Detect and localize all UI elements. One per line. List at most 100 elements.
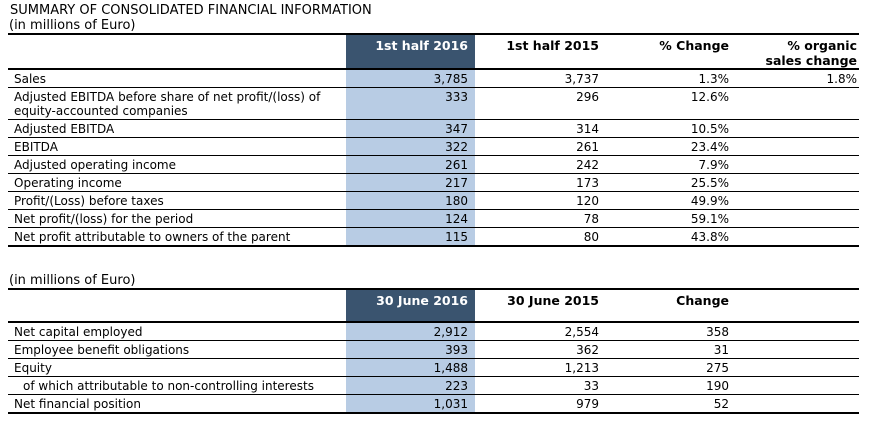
income-statement-table: 1st half 2016 1st half 2015% Change% orga… [8, 33, 859, 247]
column-header: % organic sales change [731, 34, 859, 70]
row-label: Net profit attributable to owners of the… [8, 227, 346, 247]
cell-value: 25.5% [601, 173, 731, 192]
cell-value: 80 [475, 227, 601, 247]
cell-value: 979 [475, 394, 601, 414]
cell-value: 1,488 [346, 358, 475, 377]
page-title: SUMMARY OF CONSOLIDATED FINANCIAL INFORM… [10, 3, 372, 18]
cell-value: 115 [346, 227, 475, 247]
column-header [8, 289, 346, 323]
cell-value [731, 119, 859, 138]
cell-value [731, 137, 859, 156]
cell-value: 1,031 [346, 394, 475, 414]
table-row: Profit/(Loss) before taxes 180 120 49.9% [8, 191, 859, 210]
table-row: Adjusted EBITDA before share of net prof… [8, 87, 859, 120]
cell-value: 2,554 [475, 322, 601, 341]
header-row: 30 June 2016 30 June 2015 Change [8, 289, 859, 323]
table-row: Adjusted operating income 261 242 7.9% [8, 155, 859, 174]
cell-value: 190 [601, 376, 731, 395]
column-header: 1st half 2016 [346, 34, 475, 70]
table-row: Sales 3,785 3,737 1.3% 1.8% [8, 69, 859, 88]
cell-value: 33 [475, 376, 601, 395]
cell-value [731, 191, 859, 210]
cell-value [731, 340, 859, 359]
row-label: Net profit/(loss) for the period [8, 209, 346, 228]
cell-value [731, 87, 859, 120]
cell-value: 120 [475, 191, 601, 210]
cell-value: 12.6% [601, 87, 731, 120]
balance-sheet-section: (in millions of Euro) 30 June 2016 30 Jun… [0, 273, 876, 414]
column-header [731, 289, 859, 323]
cell-value: 10.5% [601, 119, 731, 138]
cell-value: 217 [346, 173, 475, 192]
row-label: Net capital employed [8, 322, 346, 341]
cell-value: 1,213 [475, 358, 601, 377]
cell-value: 322 [346, 137, 475, 156]
cell-value [731, 227, 859, 247]
table-row: Net financial position 1,031 979 52 [8, 394, 859, 414]
cell-value: 49.9% [601, 191, 731, 210]
cell-value: 261 [475, 137, 601, 156]
column-header: 1st half 2015 [475, 34, 601, 70]
row-label: Adjusted operating income [8, 155, 346, 174]
cell-value: 173 [475, 173, 601, 192]
cell-value: 333 [346, 87, 475, 120]
row-label: EBITDA [8, 137, 346, 156]
row-label: Adjusted EBITDA before share of net prof… [8, 87, 346, 120]
row-label: Employee benefit obligations [8, 340, 346, 359]
balance-sheet-table: 30 June 2016 30 June 2015 Change Net capita… [8, 288, 859, 414]
column-header [8, 34, 346, 70]
cell-value: 1.3% [601, 69, 731, 88]
cell-value: 261 [346, 155, 475, 174]
table-row: Net profit attributable to owners of the… [8, 227, 859, 247]
cell-value [731, 394, 859, 414]
row-label: Equity [8, 358, 346, 377]
row-label: Profit/(Loss) before taxes [8, 191, 346, 210]
cell-value: 59.1% [601, 209, 731, 228]
cell-value: 1.8% [731, 69, 859, 88]
cell-value: 23.4% [601, 137, 731, 156]
row-label: Operating income [8, 173, 346, 192]
cell-value: 358 [601, 322, 731, 341]
cell-value: 52 [601, 394, 731, 414]
cell-value: 314 [475, 119, 601, 138]
cell-value [731, 376, 859, 395]
cell-value: 124 [346, 209, 475, 228]
cell-value [731, 155, 859, 174]
cell-value [731, 358, 859, 377]
cell-value [731, 173, 859, 192]
cell-value [731, 322, 859, 341]
cell-value: 31 [601, 340, 731, 359]
table-caption-units: (in millions of Euro) [9, 18, 136, 33]
column-header: Change [601, 289, 731, 323]
cell-value [731, 209, 859, 228]
row-label: Net financial position [8, 394, 346, 414]
column-header: 30 June 2015 [475, 289, 601, 323]
cell-value: 296 [475, 87, 601, 120]
cell-value: 362 [475, 340, 601, 359]
table-row: Net profit/(loss) for the period 124 78 59.… [8, 209, 859, 228]
table-row: of which attributable to non-controlling… [8, 376, 859, 395]
table-row: Net capital employed 2,912 2,554 358 [8, 322, 859, 341]
cell-value: 180 [346, 191, 475, 210]
table-row: Employee benefit obligations 393 362 31 [8, 340, 859, 359]
table-row: Equity 1,488 1,213 275 [8, 358, 859, 377]
table-row: EBITDA 322 261 23.4% [8, 137, 859, 156]
table-caption-units: (in millions of Euro) [9, 273, 136, 288]
cell-value: 242 [475, 155, 601, 174]
cell-value: 43.8% [601, 227, 731, 247]
cell-value: 78 [475, 209, 601, 228]
cell-value: 347 [346, 119, 475, 138]
row-label: of which attributable to non-controlling… [8, 376, 346, 395]
cell-value: 2,912 [346, 322, 475, 341]
row-label: Sales [8, 69, 346, 88]
header-row: 1st half 2016 1st half 2015% Change% orga… [8, 34, 859, 70]
table-row: Adjusted EBITDA 347 314 10.5% [8, 119, 859, 138]
cell-value: 223 [346, 376, 475, 395]
column-header: 30 June 2016 [346, 289, 475, 323]
cell-value: 7.9% [601, 155, 731, 174]
row-label: Adjusted EBITDA [8, 119, 346, 138]
cell-value: 3,737 [475, 69, 601, 88]
cell-value: 3,785 [346, 69, 475, 88]
cell-value: 393 [346, 340, 475, 359]
